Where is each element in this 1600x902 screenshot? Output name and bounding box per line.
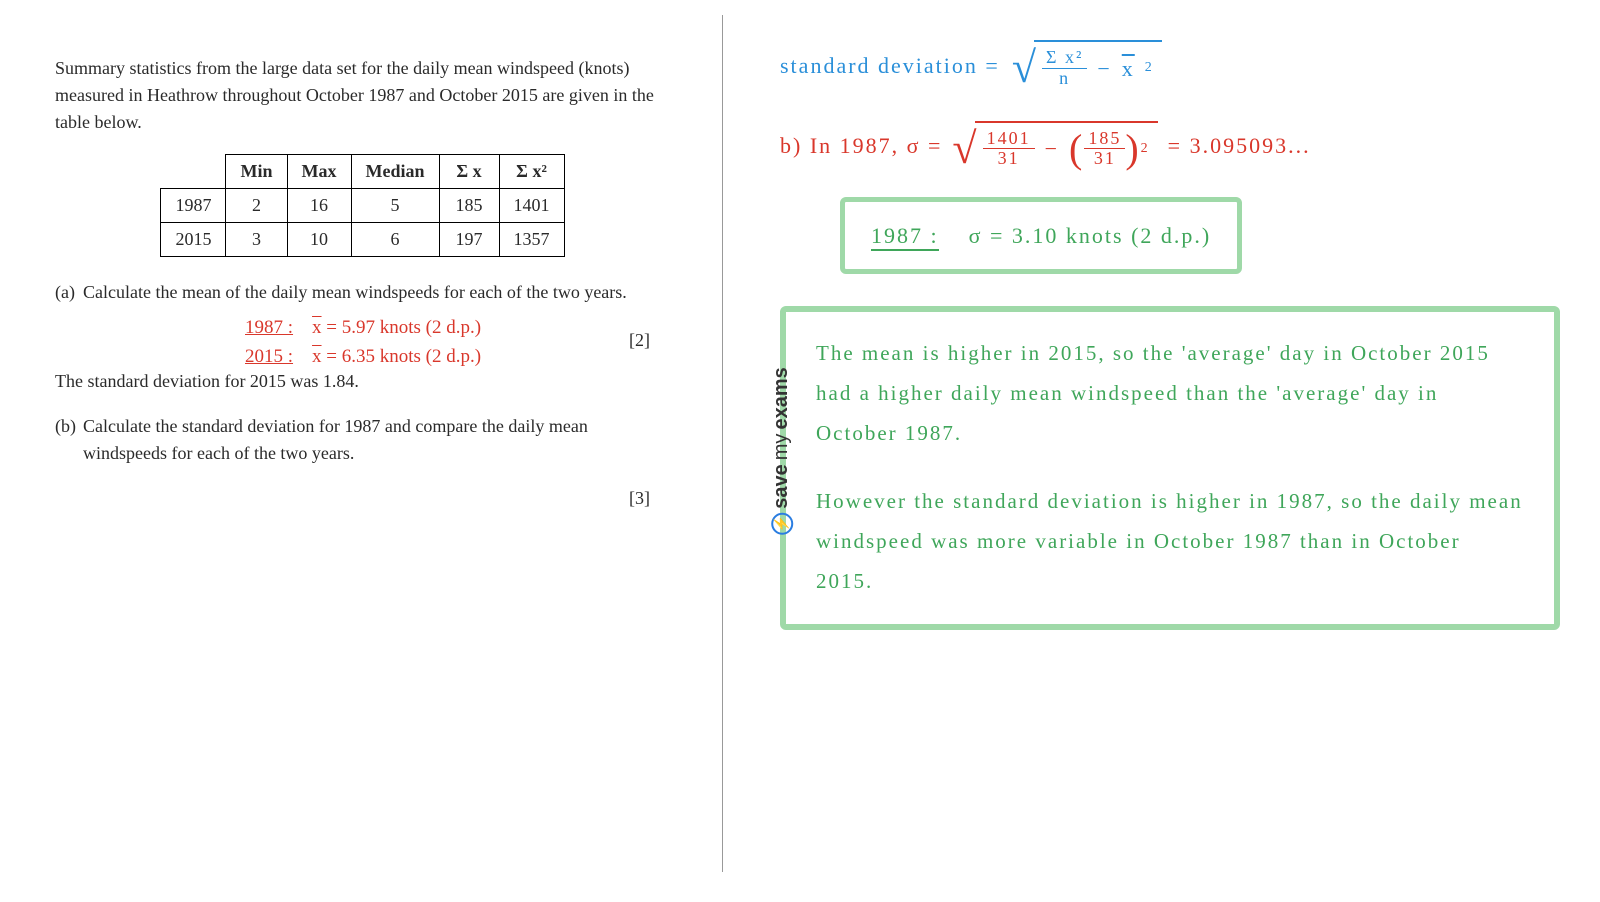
table-header-sumx2: Σ x² bbox=[499, 155, 564, 189]
calc-result: = 3.095093... bbox=[1168, 128, 1311, 163]
answer-text: σ = 3.10 knots (2 d.p.) bbox=[969, 223, 1212, 248]
calc-frac1: 1401 31 bbox=[983, 129, 1035, 170]
solution-panel: standard deviation = √ Σ x² n − x 2 b) I… bbox=[720, 0, 1600, 902]
part-a-label: (a) bbox=[55, 279, 83, 306]
sqrt-icon: √ bbox=[1012, 50, 1038, 101]
part-b-text: Calculate the standard deviation for 198… bbox=[83, 413, 670, 467]
table-header-median: Median bbox=[351, 155, 439, 189]
part-a-text: Calculate the mean of the daily mean win… bbox=[83, 279, 670, 306]
hw-year-1987: 1987 : bbox=[245, 317, 293, 338]
hw-ans-2015: x = 6.35 knots (2 d.p.) bbox=[312, 346, 481, 367]
table-row: 1987 2 16 5 185 1401 bbox=[161, 189, 564, 223]
part-b-label: (b) bbox=[55, 413, 83, 440]
question-intro: Summary statistics from the large data s… bbox=[55, 55, 670, 136]
table-header-blank bbox=[161, 155, 226, 189]
calc-prefix: b) In 1987, σ = bbox=[780, 128, 942, 163]
formula-label: standard deviation = bbox=[780, 48, 1000, 83]
calculation-b: b) In 1987, σ = √ 1401 31 − ( 185 31 bbox=[780, 121, 1560, 172]
explanation-p2: However the standard deviation is higher… bbox=[816, 482, 1524, 602]
table-header-min: Min bbox=[226, 155, 287, 189]
savemyexams-watermark: ⚡ savemyexams bbox=[770, 367, 793, 534]
formula-xbar: x bbox=[1122, 51, 1135, 86]
sd-formula: standard deviation = √ Σ x² n − x 2 bbox=[780, 40, 1560, 91]
summary-table: Min Max Median Σ x Σ x² 1987 2 16 5 185 … bbox=[160, 154, 564, 257]
hw-year-2015: 2015 : bbox=[245, 346, 293, 367]
part-b: (b) Calculate the standard deviation for… bbox=[55, 413, 670, 467]
marks-b: [3] bbox=[55, 485, 670, 512]
explanation-p1: The mean is higher in 2015, so the 'aver… bbox=[816, 334, 1524, 454]
table-header-sumx: Σ x bbox=[439, 155, 499, 189]
calc-frac2: ( 185 31 )2 bbox=[1069, 129, 1150, 170]
answer-box-1987: 1987 : σ = 3.10 knots (2 d.p.) bbox=[840, 197, 1242, 274]
formula-frac1: Σ x² n bbox=[1042, 48, 1087, 89]
sqrt-icon: √ bbox=[952, 131, 978, 182]
bolt-icon: ⚡ bbox=[771, 513, 793, 535]
panel-divider bbox=[722, 15, 723, 872]
table-row: 2015 3 10 6 197 1357 bbox=[161, 223, 564, 257]
hw-ans-1987: x = 5.97 knots (2 d.p.) bbox=[312, 317, 481, 338]
answer-year: 1987 : bbox=[871, 223, 939, 251]
explanation-box: The mean is higher in 2015, so the 'aver… bbox=[780, 306, 1560, 629]
part-a: (a) Calculate the mean of the daily mean… bbox=[55, 279, 670, 306]
question-panel: Summary statistics from the large data s… bbox=[0, 0, 720, 902]
table-header-max: Max bbox=[287, 155, 351, 189]
sd-2015-text: The standard deviation for 2015 was 1.84… bbox=[55, 368, 670, 395]
